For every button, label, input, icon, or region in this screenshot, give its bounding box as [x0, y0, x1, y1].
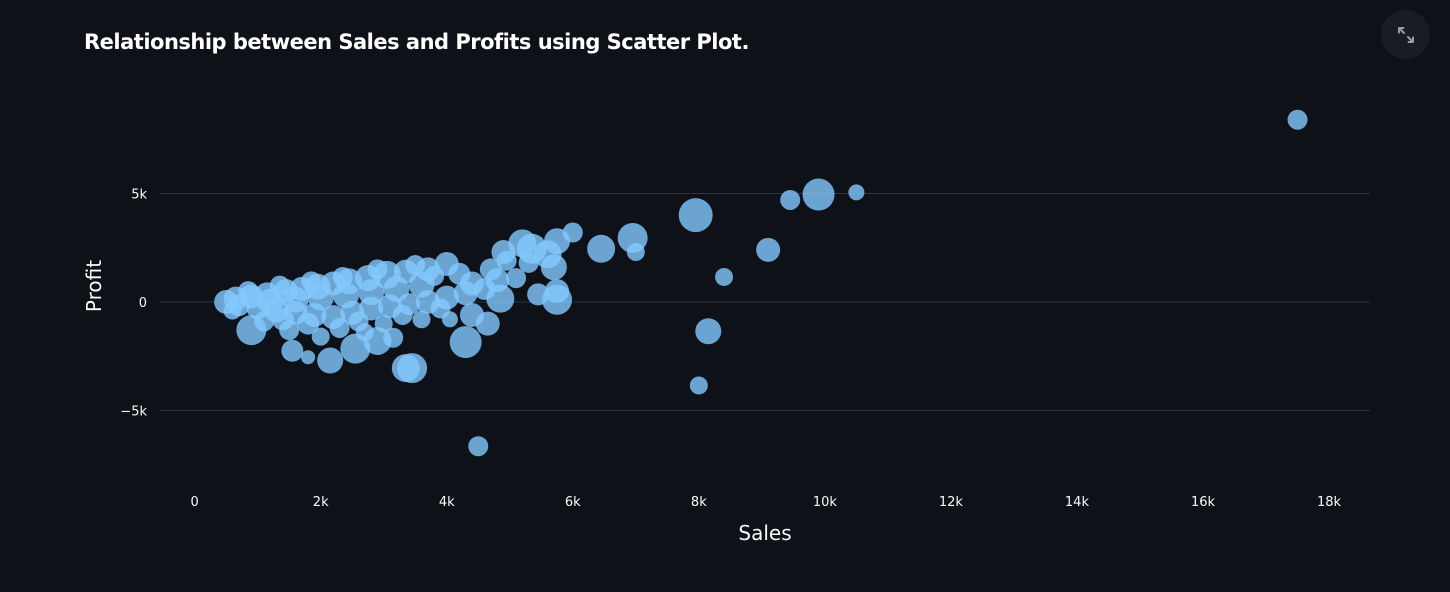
scatter-point — [545, 279, 570, 304]
scatter-point — [506, 268, 527, 289]
x-tick-label: 10k — [813, 495, 838, 510]
scatter-point — [518, 252, 539, 273]
scatter-point — [473, 277, 496, 300]
scatter-point — [392, 304, 413, 325]
scatter-point — [508, 229, 537, 258]
scatter-point — [253, 311, 274, 332]
x-tick-label: 12k — [939, 495, 964, 510]
scatter-point — [383, 327, 404, 348]
x-tick-label: 8k — [691, 495, 707, 510]
scatter-point — [332, 266, 353, 287]
scatter-point — [678, 198, 713, 233]
scatter-point — [715, 267, 734, 286]
scatter-point — [468, 436, 489, 457]
scatter-point — [279, 320, 300, 341]
x-tick-label: 18k — [1317, 495, 1342, 510]
chart-title: Relationship between Sales and Profits u… — [84, 30, 749, 54]
x-tick-label: 4k — [439, 495, 455, 510]
scatter-point — [374, 314, 393, 333]
scatter-point — [311, 327, 330, 346]
x-axis-title: Sales — [738, 521, 791, 545]
scatter-point — [496, 250, 517, 271]
y-tick-label: 5k — [131, 187, 147, 202]
scatter-point — [1287, 109, 1308, 130]
scatter-point — [355, 323, 374, 342]
y-axis-title: Profit — [82, 260, 106, 312]
scatter-point — [424, 265, 445, 286]
scatter-point — [802, 178, 835, 211]
x-tick-label: 16k — [1191, 495, 1216, 510]
y-tick-label: −5k — [120, 404, 147, 419]
scatter-point — [412, 310, 431, 329]
scatter-point — [405, 255, 426, 276]
scatter-point — [527, 283, 550, 306]
scatter-point — [301, 350, 316, 365]
scatter-point — [269, 275, 290, 296]
x-tick-label: 0 — [191, 495, 199, 510]
scatter-point — [448, 262, 471, 285]
scatter-point — [281, 339, 304, 362]
scatter-point — [479, 258, 502, 281]
scatter-point — [358, 279, 385, 306]
scatter-point — [282, 286, 309, 313]
scatter-point — [626, 243, 645, 262]
scatter-point — [780, 189, 801, 210]
scatter-point — [459, 302, 484, 327]
scatter-point — [367, 259, 388, 280]
scatter-point — [223, 301, 242, 320]
scatter-point — [587, 234, 616, 263]
x-tick-label: 14k — [1065, 495, 1090, 510]
scatter-point — [756, 237, 781, 262]
scatter-point — [297, 312, 320, 335]
scatter-point — [430, 298, 451, 319]
scatter-point — [689, 376, 708, 395]
scatter-point — [257, 288, 284, 315]
scatter-point — [332, 282, 359, 309]
fullscreen-button[interactable] — [1381, 10, 1430, 59]
expand-arrows-icon — [1396, 25, 1416, 45]
scatter-point — [383, 275, 410, 302]
scatter-point — [301, 271, 322, 292]
scatter-point — [238, 281, 259, 302]
y-tick-label: 0 — [139, 296, 147, 311]
x-tick-label: 2k — [313, 495, 329, 510]
x-tick-label: 6k — [565, 495, 581, 510]
scatter-point — [391, 354, 420, 383]
scatter-point — [695, 318, 722, 345]
scatter-point — [317, 347, 344, 374]
scatter-point — [453, 281, 478, 306]
scatter-point — [848, 184, 865, 201]
scatter-point — [307, 284, 334, 311]
scatter-point — [533, 240, 562, 269]
scatter-point — [329, 317, 350, 338]
scatter-point — [449, 326, 482, 359]
